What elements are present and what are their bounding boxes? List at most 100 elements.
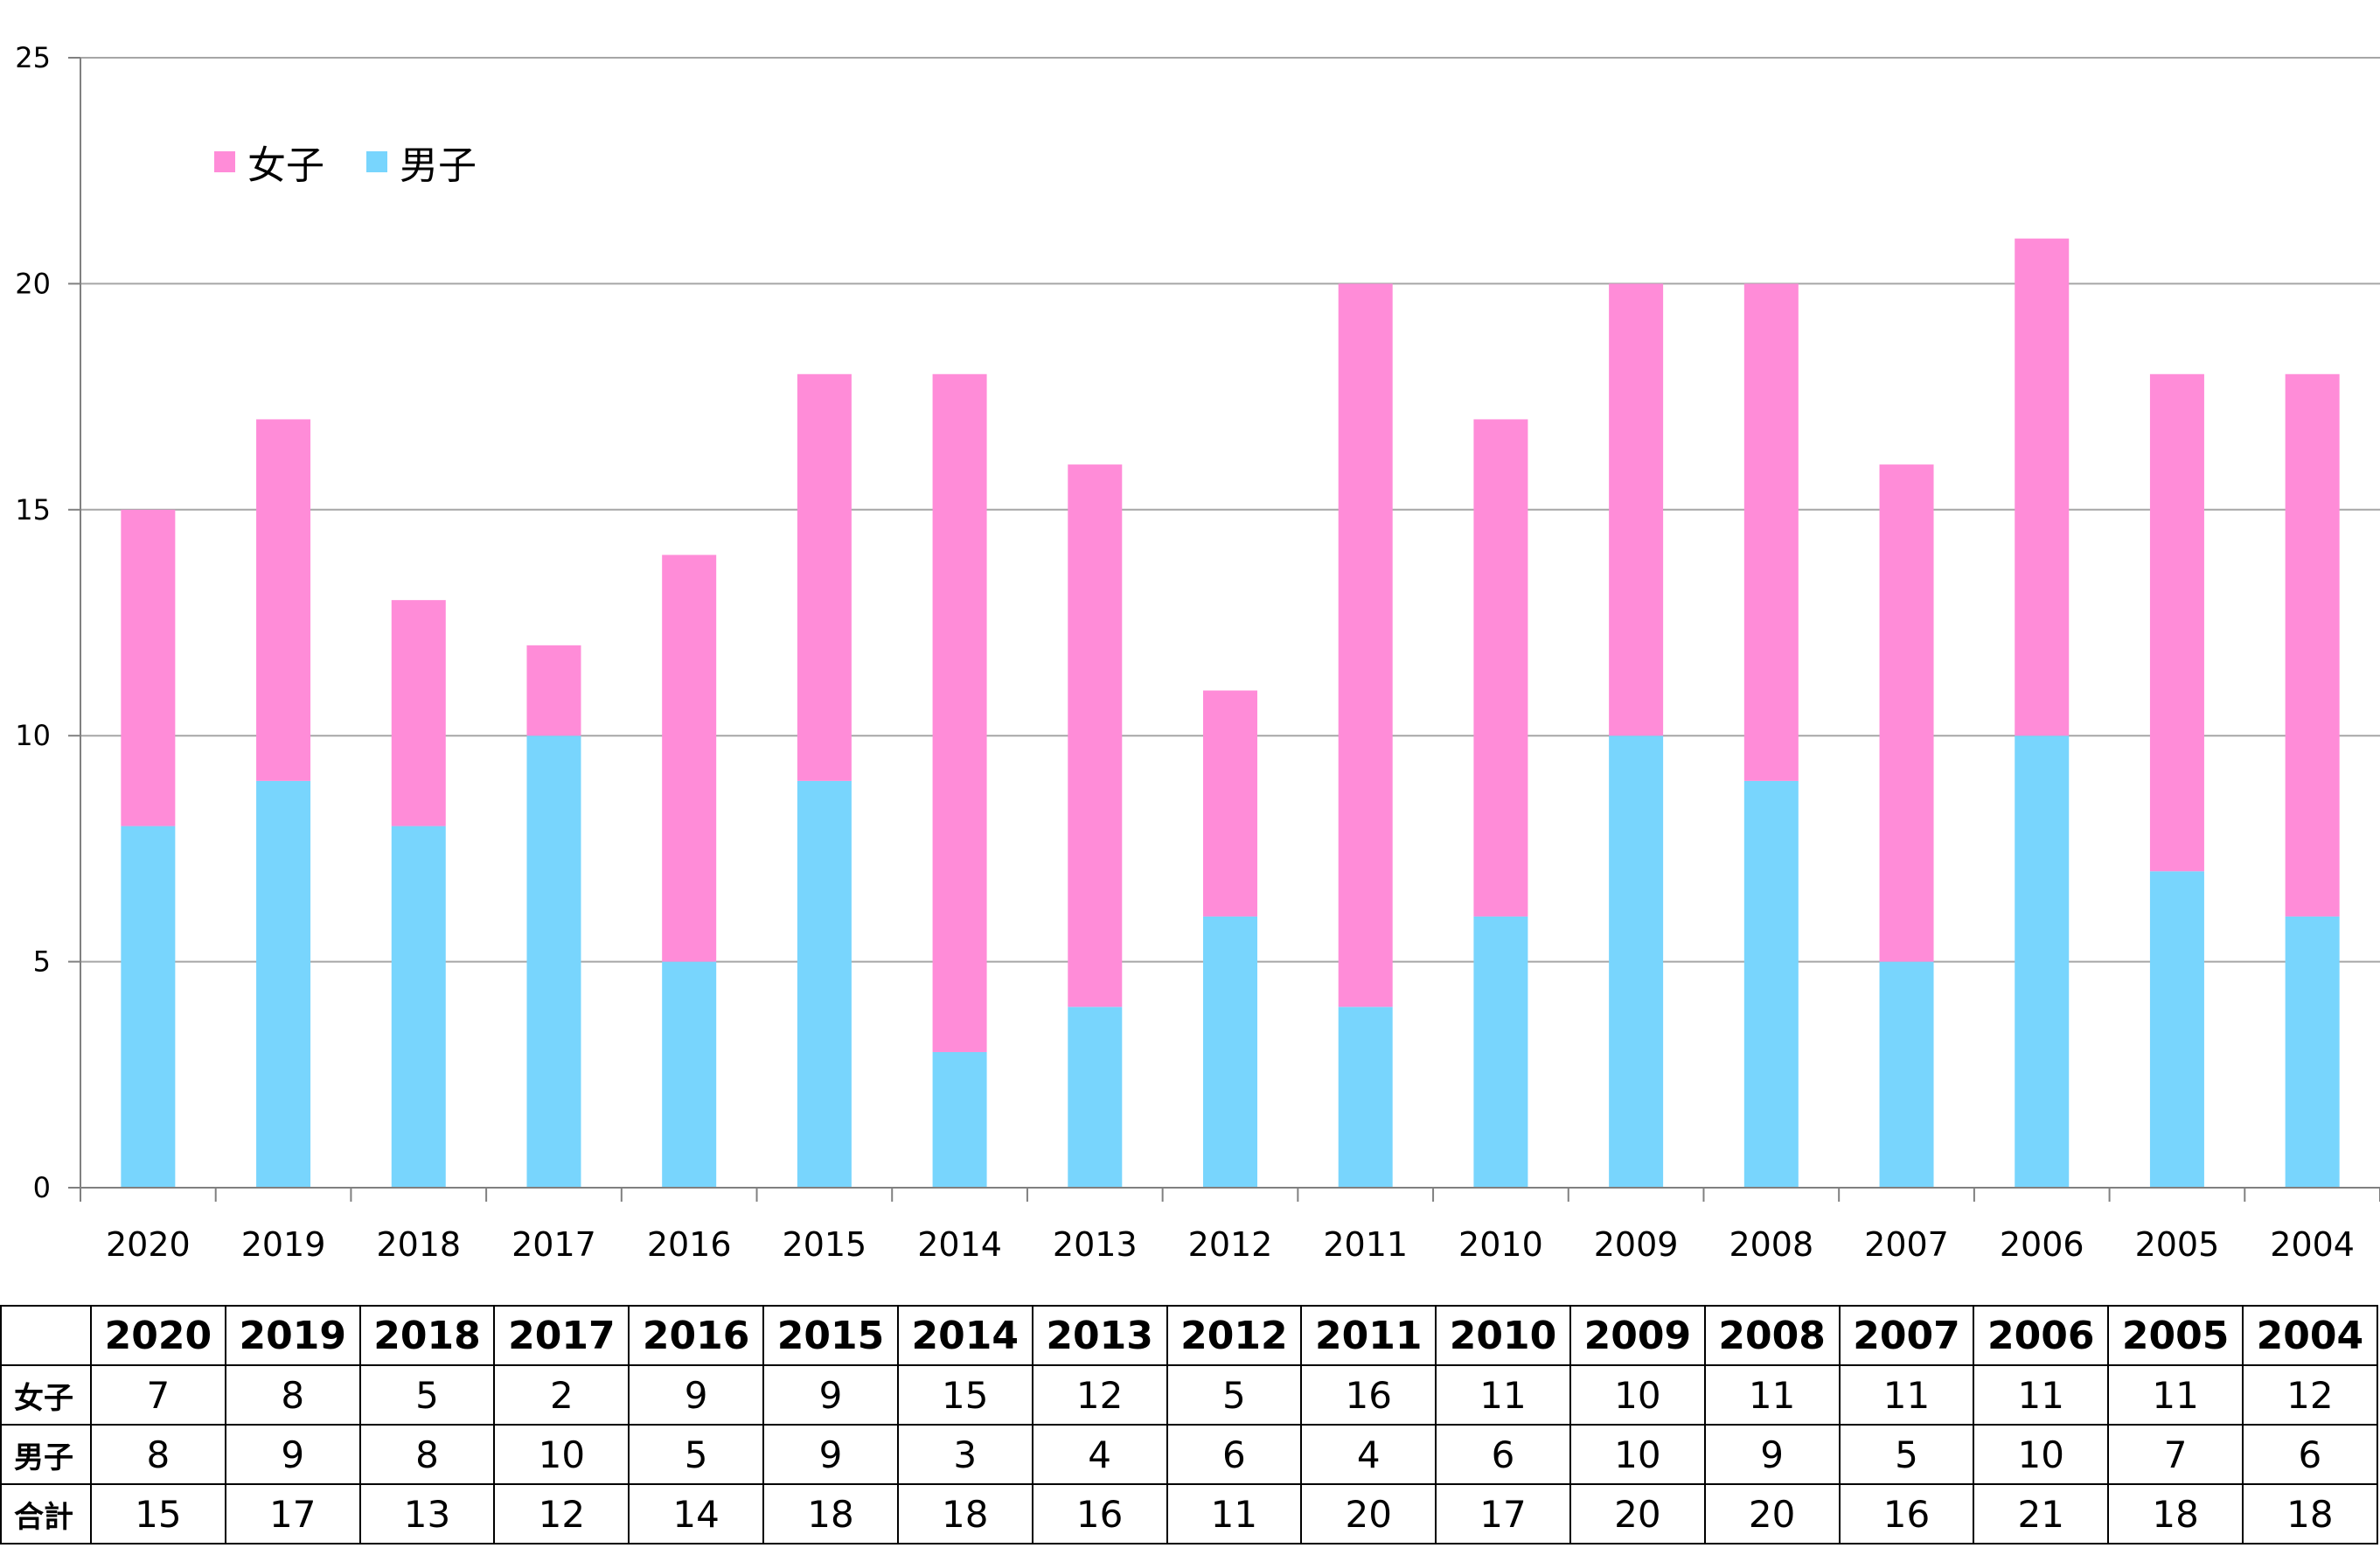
bar-segment-girls-2017: [526, 645, 581, 736]
bar-segment-girls-2012: [1203, 690, 1257, 917]
bar-segment-boys-2020: [121, 826, 176, 1188]
bar-segment-boys-2017: [526, 736, 581, 1188]
x-tick-label: 2012: [1188, 1225, 1273, 1264]
bar-segment-girls-2019: [256, 419, 311, 781]
table-cell: 6: [2242, 1424, 2378, 1485]
legend-label-boys: 男子: [400, 143, 477, 188]
bar-segment-girls-2015: [797, 373, 852, 781]
table-header-cell: 2015: [762, 1305, 899, 1366]
x-tick-label: 2007: [1864, 1225, 1949, 1264]
bar-segment-boys-2005: [2149, 871, 2204, 1188]
x-tick-label: 2005: [2135, 1225, 2220, 1264]
bar-segment-boys-2015: [797, 780, 852, 1188]
bar-segment-boys-2014: [932, 1051, 987, 1188]
table-row: 女子 7 8 5 2 9 9 15 12 5 16 11 10 11 11 11 11 12: [0, 1364, 2378, 1426]
table-cell: 15: [90, 1483, 226, 1545]
table-row: 男子 8 9 8 10 5 9 3 4 6 4 6 10 9 5 10 7 6: [0, 1424, 2378, 1485]
y-tick-labels: 0 5 10 15 20 25: [15, 41, 51, 1204]
table-cell: 20: [1569, 1483, 1706, 1545]
table-cell: 11: [1838, 1364, 1975, 1426]
table-cell: 11: [1435, 1364, 1571, 1426]
legend-item-boys: 男子: [366, 134, 477, 190]
bar-segment-boys-2008: [1743, 780, 1799, 1188]
legend-label-girls: 女子: [247, 143, 324, 188]
bar-segment-girls-2018: [391, 600, 446, 826]
table-row-label: 男子: [0, 1424, 92, 1485]
table-header-cell: 2006: [1973, 1305, 2110, 1366]
bar-segment-girls-2005: [2149, 373, 2204, 872]
table-cell: 11: [1703, 1364, 1841, 1426]
bar-segment-girls-2010: [1473, 419, 1528, 917]
x-tick-label: 2009: [1594, 1225, 1679, 1264]
table-cell: 9: [1703, 1424, 1841, 1485]
legend: 女子 男子: [214, 134, 518, 190]
table-header-row: 2020 2019 2018 2017 2016 2015 2014 2013 2012 2011…: [0, 1305, 2378, 1366]
table-cell: 7: [2107, 1424, 2244, 1485]
table-cell: 10: [1569, 1424, 1706, 1485]
table-cell: 18: [2107, 1483, 2244, 1545]
table-cell: 5: [1838, 1424, 1975, 1485]
table-cell: 5: [628, 1424, 765, 1485]
table-cell: 9: [762, 1424, 899, 1485]
table-cell: 20: [1703, 1483, 1841, 1545]
bar-segment-girls-2020: [121, 509, 176, 826]
table-row-label: 女子: [0, 1364, 92, 1426]
bar-segment-boys-2006: [2015, 736, 2070, 1188]
table-cell: 16: [1838, 1483, 1975, 1545]
table-cell: 15: [896, 1364, 1033, 1426]
bar-segment-boys-2004: [2285, 916, 2340, 1188]
x-tick-label: 2016: [647, 1225, 732, 1264]
x-tick-label: 2015: [783, 1225, 867, 1264]
bar-segment-boys-2012: [1203, 916, 1257, 1188]
x-tick-labels: 2020 2019 2018 2017 2016 2015 2014 2013 2012 2011…: [106, 1225, 2355, 1264]
table-cell: 10: [1569, 1364, 1706, 1426]
table-corner-cell: [0, 1305, 92, 1366]
bar-segment-girls-2009: [1609, 283, 1664, 736]
bar-segment-boys-2019: [256, 780, 311, 1188]
table-cell: 4: [1031, 1424, 1168, 1485]
y-tick-label: 0: [33, 1171, 51, 1204]
table-row: 合計 15 17 13 12 14 18 18 16 11 20 17 20 20 16 21 18 18: [0, 1483, 2378, 1545]
data-table: 2020 2019 2018 2017 2016 2015 2014 2013 2012 2011…: [0, 1305, 2378, 1545]
table-cell: 9: [628, 1364, 765, 1426]
table-header-cell: 2011: [1300, 1305, 1437, 1366]
bar-segment-girls-2013: [1068, 464, 1123, 1008]
table-cell: 9: [762, 1364, 899, 1426]
table-cell: 20: [1300, 1483, 1437, 1545]
table-header-cell: 2016: [628, 1305, 765, 1366]
bar-segment-boys-2007: [1879, 961, 1934, 1188]
x-tick-label: 2011: [1323, 1225, 1408, 1264]
table-cell: 16: [1300, 1364, 1437, 1426]
table-cell: 3: [896, 1424, 1033, 1485]
table-header-cell: 2018: [358, 1305, 496, 1366]
gridlines: [80, 57, 2380, 963]
table-cell: 12: [2242, 1364, 2378, 1426]
bar-segment-boys-2009: [1609, 736, 1664, 1188]
bar-segment-girls-2004: [2285, 373, 2340, 917]
y-tick-label: 5: [33, 945, 51, 979]
bar-segment-girls-2016: [662, 554, 717, 962]
table-header-cell: 2017: [493, 1305, 630, 1366]
x-tick-label: 2008: [1729, 1225, 1813, 1264]
y-tick-label: 10: [15, 719, 51, 752]
table-cell: 8: [224, 1364, 361, 1426]
table-cell: 17: [1435, 1483, 1571, 1545]
table-header-cell: 2012: [1166, 1305, 1303, 1366]
x-tick-label: 2018: [376, 1225, 461, 1264]
x-tick-label: 2004: [2270, 1225, 2355, 1264]
table-cell: 7: [90, 1364, 226, 1426]
x-tick-label: 2017: [511, 1225, 596, 1264]
y-tick-label: 15: [15, 493, 51, 526]
table-cell: 5: [358, 1364, 496, 1426]
table-cell: 12: [493, 1483, 630, 1545]
x-tick-label: 2019: [241, 1225, 326, 1264]
table-header-cell: 2007: [1838, 1305, 1975, 1366]
x-tick-label: 2013: [1053, 1225, 1138, 1264]
table-header-cell: 2014: [896, 1305, 1033, 1366]
table-header-cell: 2004: [2242, 1305, 2378, 1366]
x-tick-label: 2006: [2000, 1225, 2084, 1264]
legend-swatch-boys: [366, 151, 387, 172]
x-tick-label: 2010: [1458, 1225, 1543, 1264]
table-header-cell: 2013: [1031, 1305, 1168, 1366]
